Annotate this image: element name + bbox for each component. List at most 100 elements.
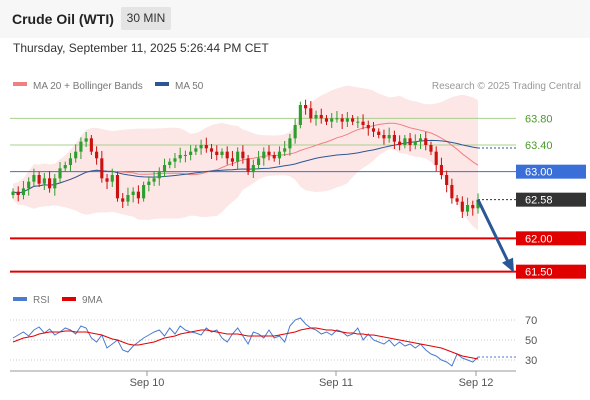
report-datetime: Thursday, September 11, 2025 5:26:44 PM …: [13, 41, 269, 55]
candle-body: [241, 151, 245, 159]
candle-body: [27, 181, 31, 189]
candle-body: [465, 205, 470, 212]
candle-body: [173, 158, 177, 162]
time-label-1: Sep 11: [319, 377, 353, 389]
level-label-62.00: 62.00: [525, 233, 553, 245]
candle-body: [110, 175, 114, 182]
rsi-ma-line: [12, 327, 479, 360]
candle-body: [283, 148, 287, 152]
ma50-legend-swatch: [155, 82, 169, 86]
candle-body: [225, 151, 229, 159]
candle-body: [100, 158, 104, 179]
candle-body: [21, 188, 26, 195]
main-legend: MA 20 + Bollinger Bands MA 50 Research ©…: [13, 81, 581, 92]
candle-body: [251, 165, 255, 172]
candle-body: [330, 118, 334, 122]
projection-arrow-head: [502, 257, 514, 273]
candle-body: [157, 171, 161, 179]
projection-arrow-shaft: [476, 199, 511, 265]
candle-body: [455, 198, 459, 202]
candle-body: [215, 151, 219, 155]
instrument-title: Crude Oil (WTI): [12, 11, 114, 27]
candle-body: [168, 161, 172, 165]
ma20-legend-label: MA 20 + Bollinger Bands: [33, 81, 143, 92]
candle-body: [476, 199, 480, 209]
candle-body: [142, 185, 146, 199]
candle-body: [309, 108, 313, 119]
rsi-ma-legend-label: 9MA: [82, 295, 103, 306]
candle-body: [147, 181, 151, 185]
candle-body: [366, 125, 370, 129]
level-tag-62.00: [516, 231, 586, 246]
candle-body: [220, 151, 224, 155]
candle-body: [58, 168, 62, 179]
candle-body: [209, 148, 214, 152]
candle-body: [42, 178, 46, 184]
level-label-63.40: 63.40: [525, 140, 553, 152]
level-tag-61.50: [516, 264, 586, 279]
candle-body: [293, 125, 297, 139]
candle-body: [387, 135, 391, 139]
candle-body: [16, 191, 20, 195]
rsi-tick-70: 70: [525, 315, 537, 327]
candle-body: [194, 148, 198, 152]
candle-body: [460, 201, 464, 212]
rsi-line: [12, 317, 479, 367]
rsi-panel: 70 50 30: [10, 315, 537, 367]
candle-body: [189, 151, 193, 155]
candle-body: [230, 158, 235, 162]
level-tag-62.58: [516, 192, 586, 207]
ma50-legend-label: MA 50: [175, 81, 204, 92]
candle-body: [340, 118, 344, 122]
candle-body: [398, 141, 402, 145]
candle-body: [53, 178, 57, 189]
level-label-62.58: 62.58: [525, 195, 553, 207]
candle-body: [392, 135, 396, 142]
candle-body: [178, 155, 182, 159]
candle-body: [79, 141, 83, 152]
candle-body: [246, 158, 250, 172]
candle-body: [298, 105, 302, 125]
time-label-0: Sep 10: [130, 377, 165, 389]
bollinger-bands: [13, 85, 478, 231]
candle-body: [361, 121, 365, 125]
candle-body: [434, 151, 438, 165]
rsi-tick-50: 50: [525, 335, 537, 347]
candle-body: [314, 115, 318, 119]
candle-body: [429, 145, 433, 152]
candle-body: [84, 138, 88, 142]
candle-body: [413, 141, 417, 145]
candle-body: [126, 195, 130, 202]
candle-body: [68, 158, 73, 165]
level-label-63.80: 63.80: [525, 113, 553, 125]
candle-body: [74, 151, 78, 159]
candle-body: [152, 178, 156, 182]
candle-body: [63, 165, 67, 169]
candle-body: [408, 138, 412, 145]
rsi-legend: RSI 9MA: [13, 295, 103, 306]
candle-body: [131, 191, 135, 195]
candle-body: [277, 151, 282, 159]
candle-body: [89, 138, 93, 152]
time-axis: Sep 10 Sep 11 Sep 12: [10, 370, 516, 389]
candle-body: [377, 131, 381, 135]
projection-arrow: [476, 199, 514, 273]
candle-body: [403, 138, 407, 145]
level-label-63.00: 63.00: [525, 167, 553, 179]
candle-body: [304, 105, 308, 109]
candle-body: [95, 151, 99, 159]
candlesticks: [11, 99, 480, 218]
ma20-legend-swatch: [13, 82, 27, 86]
timeframe-button[interactable]: 30 MIN: [121, 7, 171, 30]
candle-body: [37, 175, 41, 184]
candle-body: [356, 121, 360, 123]
level-label-61.50: 61.50: [525, 267, 553, 279]
candle-body: [418, 138, 423, 142]
candle-body: [382, 135, 386, 139]
candle-body: [48, 178, 52, 189]
candle-body: [236, 151, 240, 162]
candle-body: [424, 138, 428, 145]
candle-body: [204, 145, 208, 149]
rsi-legend-swatch: [13, 297, 27, 301]
